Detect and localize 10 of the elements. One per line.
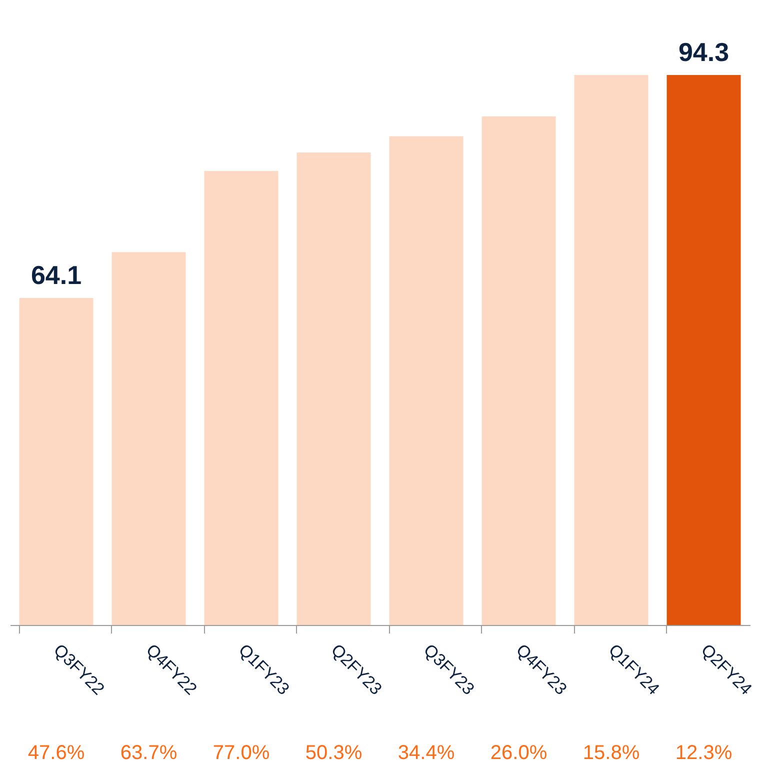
text: 47.6% xyxy=(28,742,85,764)
text: 77.0% xyxy=(212,742,270,764)
text: 15.8% xyxy=(582,742,640,764)
text: 12.3% xyxy=(675,742,732,764)
text: 63.7% xyxy=(120,742,178,764)
text: 34.4% xyxy=(398,742,455,764)
data-label: 64.1 xyxy=(30,260,82,290)
text: 26.0% xyxy=(490,742,548,764)
data-label: 94.3 xyxy=(678,37,730,67)
text: 50.3% xyxy=(305,742,362,764)
